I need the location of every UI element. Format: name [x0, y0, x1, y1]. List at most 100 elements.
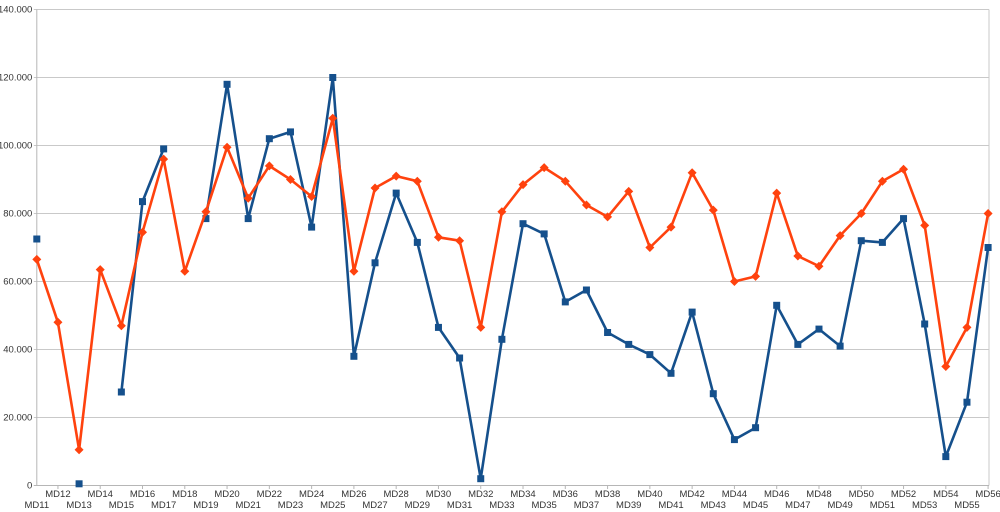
series-blue-marker: [900, 215, 908, 223]
series-orange-marker: [307, 192, 317, 201]
series-orange-marker: [159, 154, 169, 164]
series-orange-marker: [138, 227, 147, 237]
y-axis-label: 80.000: [3, 209, 32, 220]
x-axis-label: MD31: [447, 500, 472, 511]
series-orange-marker: [539, 163, 549, 173]
series-orange-marker: [856, 209, 866, 218]
series-blue-marker: [984, 244, 992, 251]
x-axis-label: MD55: [954, 500, 979, 511]
x-axis-label: MD21: [236, 500, 261, 511]
series-orange-marker: [455, 236, 465, 246]
series-blue-marker: [561, 298, 569, 306]
series-orange-marker: [814, 261, 824, 271]
x-axis-label: MD27: [362, 500, 387, 511]
series-orange-marker: [645, 243, 655, 252]
x-axis-label: MD46: [764, 489, 789, 500]
series-orange-marker: [962, 322, 972, 332]
y-axis-label: 100.000: [0, 141, 32, 152]
series-blue-marker: [878, 238, 886, 246]
x-axis-label: MD16: [130, 489, 155, 500]
x-axis-label: MD43: [701, 500, 726, 511]
series-orange-marker: [983, 209, 993, 218]
series-orange-marker: [476, 322, 486, 332]
series-orange-marker: [560, 176, 570, 186]
x-axis-label: MD45: [743, 500, 768, 511]
series-blue-marker: [371, 259, 379, 267]
x-axis-label: MD19: [193, 500, 218, 511]
series-blue-marker: [413, 238, 421, 246]
y-axis-label: 0: [27, 481, 32, 492]
series-orange-marker: [285, 175, 295, 184]
series-orange-marker: [180, 266, 190, 276]
series-orange-marker: [116, 321, 126, 331]
series-orange-marker: [941, 362, 951, 371]
x-axis-label: MD53: [912, 500, 937, 511]
series-blue-marker: [836, 342, 844, 350]
series-blue-marker: [160, 145, 168, 153]
x-axis-label: MD32: [468, 489, 493, 500]
x-axis-label: MD47: [785, 500, 810, 511]
series-blue-marker: [244, 215, 252, 223]
series-orange-line: [35, 117, 990, 452]
series-blue-marker: [815, 325, 823, 333]
series-blue-marker: [540, 230, 548, 238]
x-axis-label: MD29: [405, 500, 430, 511]
series-orange-marker: [751, 271, 761, 281]
series-blue-marker: [604, 329, 612, 336]
x-axis-label: MD13: [66, 500, 91, 511]
x-axis-label: MD18: [172, 489, 197, 500]
series-orange-marker: [835, 231, 845, 241]
series-orange-marker: [687, 168, 697, 178]
series-blue-marker: [942, 453, 950, 461]
series-blue-marker: [857, 237, 865, 245]
series-orange-marker: [708, 205, 718, 215]
series-orange-marker: [518, 180, 528, 190]
series-blue-marker: [519, 220, 527, 228]
x-axis-label: MD12: [45, 489, 70, 500]
x-axis-label: MD17: [151, 500, 176, 511]
x-axis-label: MD54: [933, 489, 958, 500]
series-blue-marker: [646, 351, 654, 359]
series-blue-marker: [265, 135, 273, 143]
series-orange-marker: [53, 317, 63, 327]
x-axis-label: MD40: [637, 489, 662, 500]
series-blue-marker: [625, 340, 633, 348]
x-axis-label: MD33: [489, 500, 514, 511]
x-axis-label: MD44: [722, 489, 747, 500]
x-axis-label: MD26: [341, 489, 366, 500]
series-blue-marker: [33, 235, 41, 243]
x-axis-label: MD20: [214, 489, 239, 500]
x-axis-label: MD35: [531, 500, 556, 511]
x-axis-label: MD15: [109, 500, 134, 511]
x-axis-label: MD42: [679, 489, 704, 500]
x-axis-label: MD36: [553, 489, 578, 500]
series-blue-marker: [308, 223, 316, 231]
x-axis-label: MD49: [827, 500, 852, 511]
series-orange-marker: [666, 222, 676, 232]
series-orange-marker: [624, 186, 634, 196]
series-orange-marker: [74, 445, 84, 455]
series-orange-marker: [243, 193, 253, 203]
y-axis-label: 140.000: [0, 5, 32, 16]
x-axis-label: MD56: [975, 489, 1000, 500]
series-blue-marker: [456, 354, 464, 362]
series-blue-marker: [202, 215, 210, 223]
x-axis-label: MD28: [384, 489, 409, 500]
series-orange-marker: [920, 220, 930, 230]
series-blue-marker: [582, 286, 590, 294]
series-blue-marker: [709, 390, 717, 398]
x-axis-label: MD22: [257, 489, 282, 500]
y-axis-label: 60.000: [3, 277, 32, 288]
series-orange-marker: [370, 183, 380, 193]
x-axis-label: MD11: [24, 500, 49, 511]
series-orange-marker: [877, 176, 887, 186]
x-axis-label: MD30: [426, 489, 451, 500]
series-orange-marker: [433, 232, 443, 242]
series-orange-marker: [497, 207, 507, 217]
series-orange-marker: [581, 200, 591, 210]
series-orange-marker: [793, 251, 803, 261]
series-blue-marker: [477, 475, 485, 483]
series-blue-marker: [963, 398, 971, 406]
series-blue-marker: [286, 128, 294, 136]
series-blue-marker: [752, 424, 760, 432]
